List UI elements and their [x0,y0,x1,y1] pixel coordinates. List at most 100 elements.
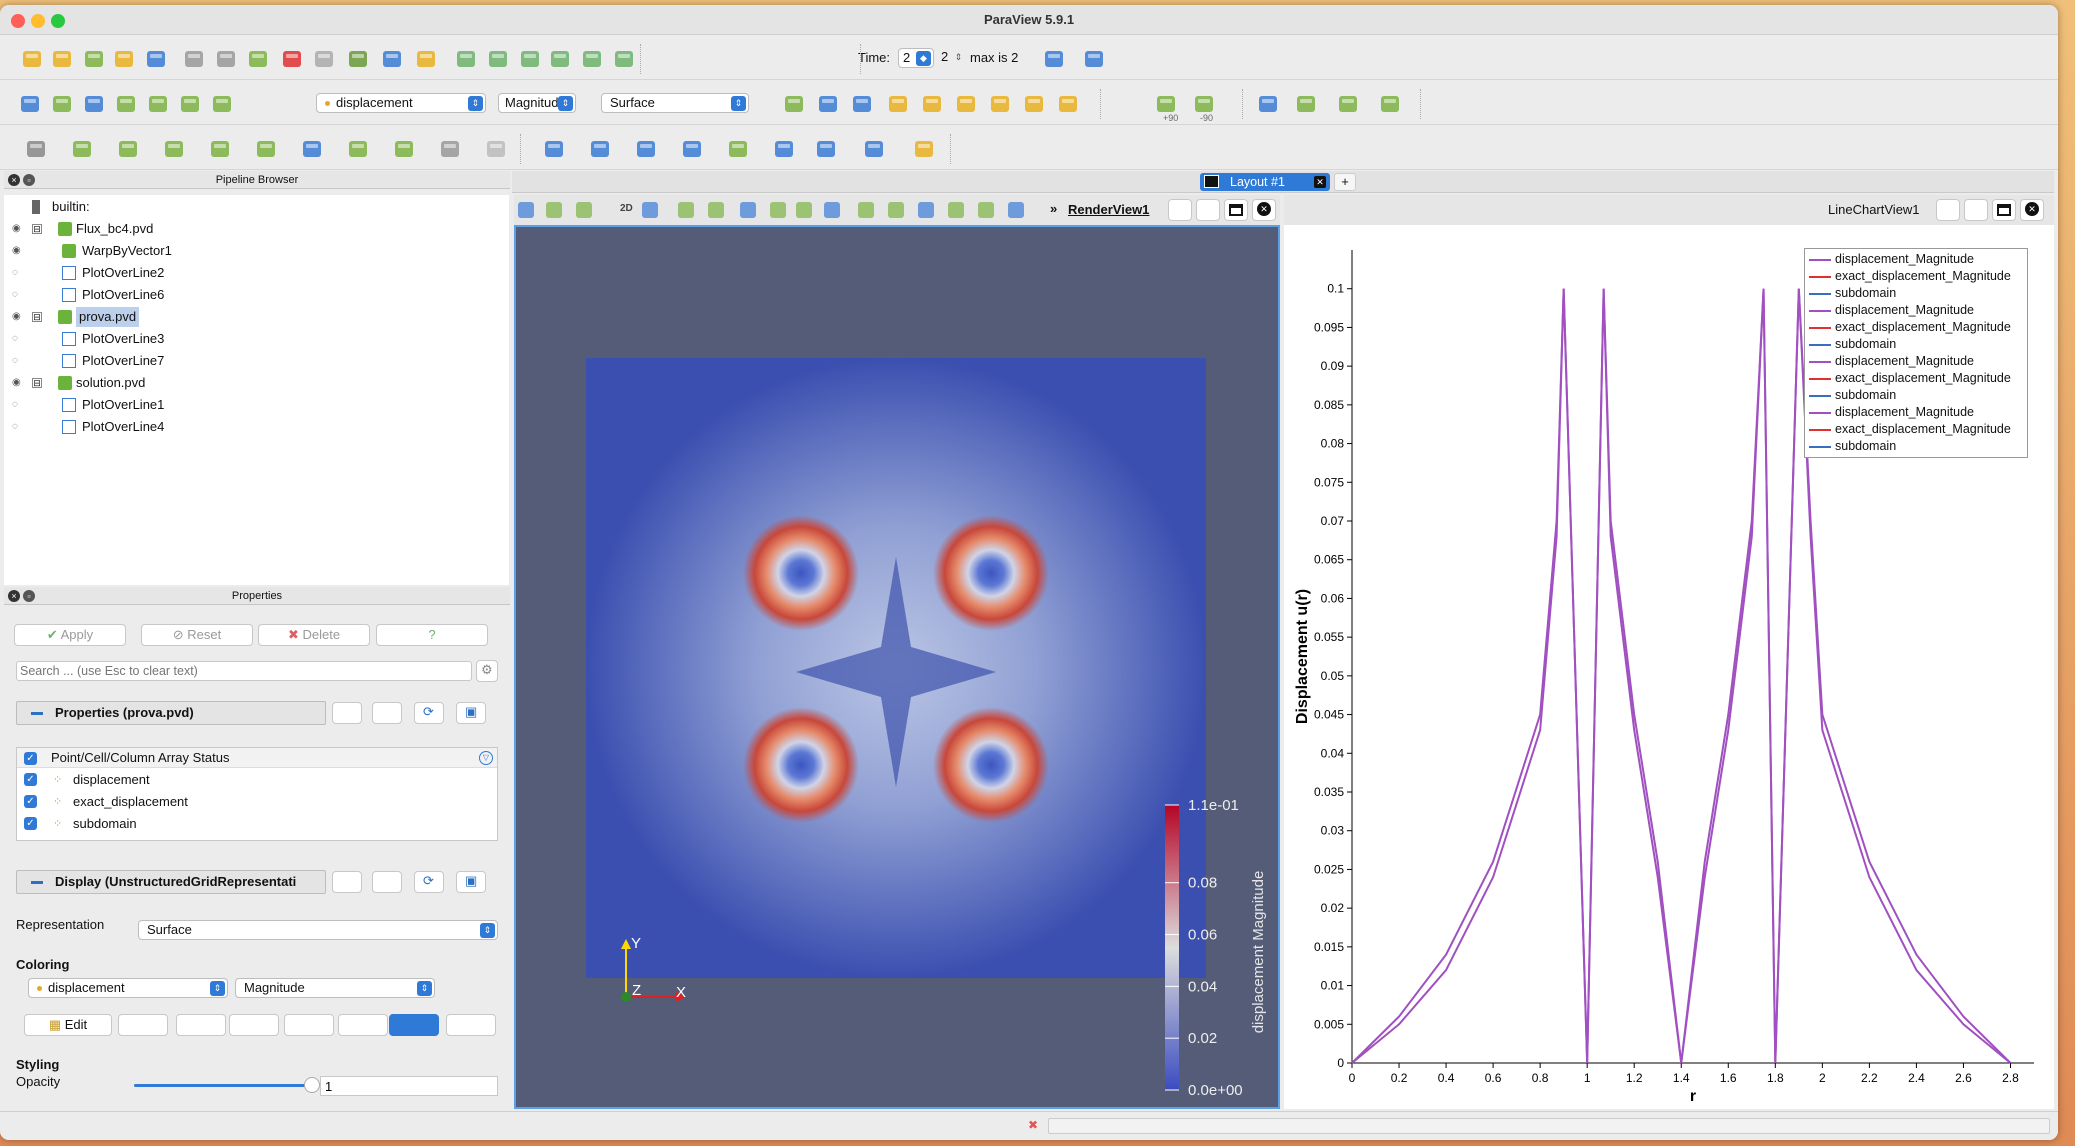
camera-link-button[interactable] [344,45,372,73]
render-tool-icon[interactable] [708,202,724,218]
view-minus-z-button[interactable] [1054,90,1082,118]
pipeline-item[interactable]: ◌ PlotOverLine6 [4,285,509,305]
eye-hidden-icon[interactable]: ◌ [12,267,18,278]
plot-data-button[interactable] [678,135,706,163]
color-array-select[interactable]: displacement ⇕ [316,93,486,113]
plot-global-button[interactable] [770,135,798,163]
python-script-button[interactable] [860,135,888,163]
capture-button[interactable] [1080,45,1108,73]
redo-button[interactable] [310,45,338,73]
reload-display-button[interactable]: ⟳ [414,871,444,893]
split-vertical-button[interactable] [1964,199,1988,221]
pick-center-button[interactable] [1292,90,1320,118]
edit-colormap-button[interactable]: ▦ Edit [24,1014,112,1036]
next-frame-button[interactable] [546,45,574,73]
output-messages-icon[interactable]: ✖ [1028,1118,1039,1132]
python-calc-button[interactable] [812,135,840,163]
show-center-button[interactable] [1376,90,1404,118]
split-horizontal-button[interactable] [1936,199,1960,221]
pipeline-item[interactable]: ◉ ⊟ prova.pvd [4,307,509,327]
rescale-temporal-button[interactable] [176,90,204,118]
palette-button[interactable] [412,45,440,73]
zoom-window-button[interactable] [51,14,65,28]
render-tool-icon[interactable] [1008,202,1024,218]
add-layout-button[interactable]: + [1334,173,1356,191]
render-tool-icon[interactable] [858,202,874,218]
rescale-custom-button[interactable] [229,1014,279,1036]
save-display-button[interactable]: ▣ [456,871,486,893]
toggle-colorbar-button[interactable] [16,90,44,118]
orient-axes-button[interactable] [1334,90,1362,118]
array-row[interactable]: ✓ ⁘ displacement [17,770,497,790]
component-select[interactable]: Magnitude ⇕ [498,93,576,113]
calculator-button[interactable] [22,135,50,163]
reset-camera-button[interactable] [780,90,808,118]
group-datasets-button[interactable] [436,135,464,163]
help-button[interactable]: ? [376,624,488,646]
view-minus-x-button[interactable] [918,90,946,118]
first-frame-button[interactable] [452,45,480,73]
eye-hidden-icon[interactable]: ◌ [12,399,18,410]
connect-button[interactable] [180,45,208,73]
render-tool-icon[interactable] [770,202,786,218]
close-window-button[interactable] [11,14,25,28]
save-properties-button[interactable]: ▣ [456,702,486,724]
view-plus-x-button[interactable] [884,90,912,118]
previous-frame-button[interactable] [484,45,512,73]
layout-tab[interactable]: Layout #1 ✕ [1200,173,1330,191]
rescale-view-button[interactable] [208,90,236,118]
minimize-window-button[interactable] [31,14,45,28]
zoom-to-data-button[interactable] [1040,45,1068,73]
disconnect-button[interactable] [212,45,240,73]
render-tool-icon[interactable] [518,202,534,218]
eye-visible-icon[interactable]: ◉ [12,311,21,322]
play-button[interactable] [516,45,544,73]
line-chart[interactable]: 0 0.2 0.4 0.6 0.8 1 1.2 1.4 1.6 1.8 2 2.2 2.4 2.6 2.8 0… [1284,225,2054,1109]
render-tool-icon[interactable] [978,202,994,218]
rescale-button[interactable] [48,90,76,118]
slice-button[interactable] [160,135,188,163]
center-axes-button[interactable] [1254,90,1282,118]
close-view-button[interactable]: ✕ [2020,199,2044,221]
array-checkbox[interactable]: ✓ [24,817,37,830]
render-tool-icon[interactable] [824,202,840,218]
render-tool-icon[interactable] [546,202,562,218]
advanced-gear-button[interactable]: ⚙ [476,660,498,682]
reset-button[interactable]: ⊘ Reset [141,624,253,646]
collapse-toggle[interactable]: ⊟ [32,378,42,388]
clip-button[interactable] [114,135,142,163]
contour-button[interactable] [68,135,96,163]
render-tool-icon[interactable] [678,202,694,218]
representation-dropdown[interactable]: Surface ⇕ [138,920,498,940]
pipeline-item[interactable]: builtin: [4,197,509,217]
split-horizontal-button[interactable] [1168,199,1192,221]
opacity-slider[interactable] [134,1077,320,1093]
rotate-plus-90-button[interactable] [1152,90,1180,118]
time-index-spinner[interactable]: 2 ⇕ [941,49,963,64]
extract-subset-button[interactable] [252,135,280,163]
close-icon[interactable]: × [8,590,20,602]
eye-hidden-icon[interactable]: ◌ [12,355,18,366]
render-tool-icon[interactable] [918,202,934,218]
pipeline-item[interactable]: ◌ PlotOverLine3 [4,329,509,349]
undo-button[interactable] [278,45,306,73]
pipeline-item[interactable]: ◌ PlotOverLine1 [4,395,509,415]
rescale-custom-button[interactable] [80,90,108,118]
apply-button[interactable]: ✔ Apply [14,624,126,646]
paste-properties-button[interactable] [372,702,402,724]
colorbar-properties-button[interactable] [446,1014,496,1036]
open-file-button[interactable] [18,45,46,73]
eye-hidden-icon[interactable]: ◌ [12,421,18,432]
threshold-button[interactable] [206,135,234,163]
close-icon[interactable]: × [8,174,20,186]
collapse-toggle[interactable]: ⊟ [32,224,42,234]
eye-visible-icon[interactable]: ◉ [12,377,21,388]
mesh-surface[interactable] [586,358,1206,978]
eye-visible-icon[interactable]: ◉ [12,223,21,234]
properties-section-header[interactable]: Properties (prova.pvd) [16,701,326,725]
view-plus-z-button[interactable] [1020,90,1048,118]
opacity-input[interactable] [320,1076,498,1096]
recent-files-button[interactable] [48,45,76,73]
stream-tracer-button[interactable] [344,135,372,163]
copy-properties-button[interactable] [332,702,362,724]
